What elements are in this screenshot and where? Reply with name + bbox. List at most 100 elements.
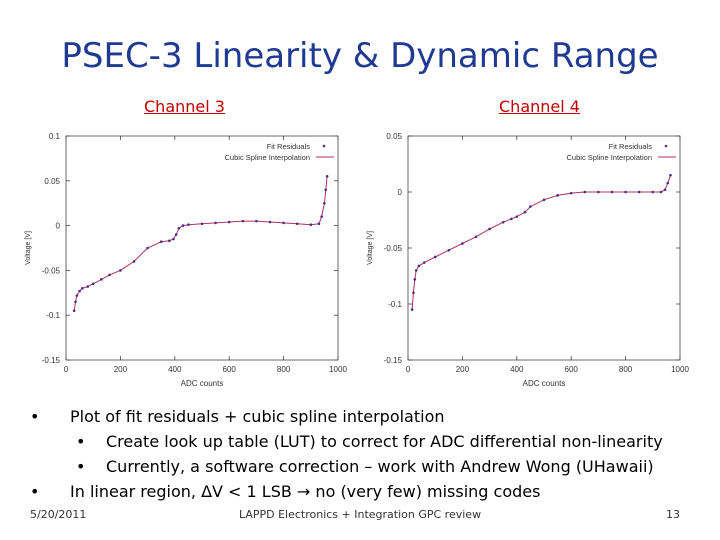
data-point: [583, 190, 587, 194]
channel-4-plot: 0 200 400 600 800 1000 -0.15 -0.1 -0.05 0 0.05 ADC …: [367, 132, 689, 388]
bullet-text: Create look up table (LUT) to correct fo…: [106, 432, 663, 451]
channel-4-title: Channel 4: [499, 97, 580, 116]
x-axis-label: ADC counts: [523, 379, 566, 388]
x-tick-label: 200: [114, 365, 128, 374]
legend-entry-fit-residuals: Fit Residuals: [267, 142, 311, 151]
bullet-item: • In linear region, ΔV < 1 LSB → no (ver…: [30, 479, 710, 504]
data-point: [637, 190, 641, 194]
data-point: [651, 190, 655, 194]
y-tick-label: -0.15: [384, 356, 403, 365]
y-tick-label: -0.05: [384, 244, 403, 253]
data-point: [413, 278, 417, 281]
data-point: [295, 222, 299, 226]
data-point: [214, 221, 217, 225]
data-point: [119, 269, 122, 272]
spline-line: [411, 175, 671, 310]
x-tick-label: 1000: [671, 365, 689, 374]
data-point: [510, 217, 513, 221]
x-tick-label: 200: [456, 365, 470, 374]
data-point: [663, 188, 667, 192]
data-point: [74, 300, 77, 304]
bullet-text: Currently, a software correction – work …: [106, 457, 654, 476]
data-point: [200, 222, 204, 226]
data-point: [132, 260, 136, 263]
data-point: [624, 190, 627, 194]
data-point: [282, 221, 285, 225]
data-point: [75, 294, 79, 297]
legend-entry-spline: Cubic Spline Interpolation: [567, 153, 652, 162]
bullet-text: In linear region, ΔV < 1 LSB → no (very …: [70, 482, 541, 501]
data-point: [417, 264, 421, 268]
data-point: [78, 289, 81, 293]
data-point: [556, 194, 559, 197]
data-point: [172, 237, 175, 241]
data-point: [100, 278, 103, 281]
legend-marker-point: [322, 144, 326, 148]
spline-line: [73, 176, 328, 311]
bullet-item: • Plot of fit residuals + cubic spline i…: [30, 404, 710, 429]
y-tick-label: 0.05: [386, 132, 402, 141]
data-point: [268, 220, 272, 224]
x-tick-label: 600: [223, 365, 237, 374]
x-tick-label: 800: [277, 365, 291, 374]
y-axis-label: Voltage [V]: [367, 231, 374, 265]
bullet-item: • Currently, a software correction – wor…: [30, 454, 710, 479]
bullet-list: • Plot of fit residuals + cubic spline i…: [30, 404, 710, 504]
y-tick-label: 0: [56, 222, 61, 231]
channel-3-plot: 0 200 400 600 800 1000 -0.15 -0.1 -0.05 0 0.05 0.1 A…: [25, 132, 347, 388]
data-point: [320, 215, 323, 218]
data-point: [146, 246, 149, 250]
data-point: [86, 285, 90, 288]
data-point: [529, 205, 532, 208]
y-axis-label: Voltage [V]: [25, 231, 32, 265]
data-point: [309, 223, 313, 227]
plot-frame: [407, 135, 681, 361]
x-tick-label: 1000: [329, 365, 347, 374]
bullet-item: • Create look up table (LUT) to correct …: [30, 429, 710, 454]
y-tick-label: -0.1: [388, 300, 402, 309]
data-point: [433, 255, 437, 259]
data-point: [181, 224, 185, 227]
data-point: [227, 220, 231, 224]
x-tick-label: 0: [64, 365, 69, 374]
legend-marker-point: [664, 144, 668, 148]
plot-frame: [65, 135, 339, 361]
data-point: [323, 201, 326, 205]
y-tick-label: -0.05: [42, 266, 61, 275]
data-point: [177, 226, 181, 230]
data-point: [666, 181, 670, 185]
data-point: [325, 175, 329, 178]
data-point: [91, 282, 95, 286]
data-point: [324, 188, 328, 192]
data-point: [81, 287, 84, 290]
y-tick-label: 0.05: [44, 177, 60, 186]
bullet-marker: •: [30, 407, 40, 426]
data-point: [474, 235, 478, 239]
x-tick-label: 0: [406, 365, 411, 374]
data-point: [515, 215, 519, 218]
x-tick-label: 800: [619, 365, 633, 374]
x-tick-label: 600: [565, 365, 579, 374]
legend-entry-spline: Cubic Spline Interpolation: [225, 153, 310, 162]
data-point: [669, 173, 672, 177]
data-point: [168, 239, 171, 243]
data-point: [241, 219, 245, 223]
data-point: [108, 273, 111, 277]
bullet-marker: •: [76, 432, 86, 451]
data-point: [610, 190, 614, 194]
data-point: [174, 233, 178, 236]
data-point: [542, 198, 546, 202]
data-point: [412, 291, 415, 295]
data-point: [255, 219, 258, 223]
x-tick-label: 400: [168, 365, 182, 374]
data-point: [410, 308, 414, 311]
data-point: [72, 309, 76, 313]
data-point: [569, 191, 573, 195]
y-tick-label: 0.1: [49, 132, 61, 141]
bullet-marker: •: [76, 457, 86, 476]
bullet-marker: •: [30, 482, 40, 501]
data-point: [159, 240, 163, 244]
x-tick-label: 400: [510, 365, 524, 374]
data-point: [523, 210, 527, 214]
data-point: [488, 227, 491, 231]
